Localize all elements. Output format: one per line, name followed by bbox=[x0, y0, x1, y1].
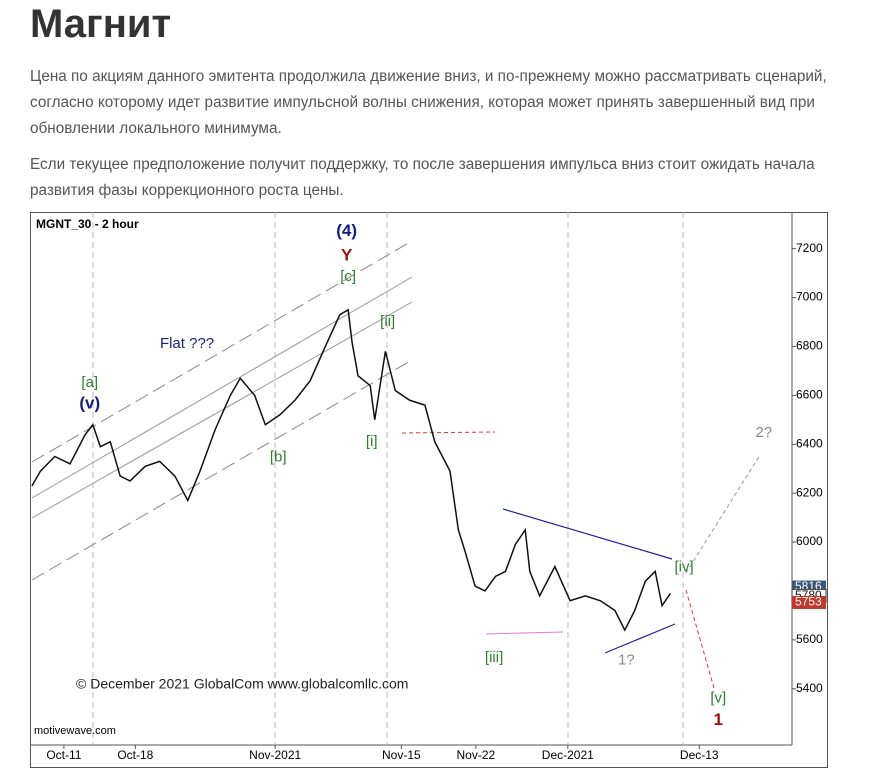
channel-line bbox=[31, 240, 413, 463]
wave-label: Y bbox=[341, 245, 353, 264]
y-tick-label: 6600 bbox=[796, 388, 823, 402]
x-tick-label: Dec-13 bbox=[680, 748, 719, 762]
level-line bbox=[401, 431, 496, 434]
x-tick-label: Nov-15 bbox=[382, 748, 421, 762]
wave-label: [iii] bbox=[485, 649, 503, 666]
price-tag bbox=[792, 595, 826, 609]
wave-label: 2? bbox=[756, 424, 773, 441]
channel-line bbox=[31, 301, 413, 519]
wave-label: [i] bbox=[366, 433, 378, 450]
y-tick-label: 7200 bbox=[796, 241, 823, 255]
channel-line bbox=[31, 359, 413, 581]
wave-label: (v) bbox=[79, 393, 100, 412]
drawings bbox=[31, 240, 761, 689]
wave-label: [iv] bbox=[674, 559, 693, 576]
wave-label: 1 bbox=[714, 710, 723, 729]
x-tick-label: Nov-2021 bbox=[249, 748, 301, 762]
wave-label: [v] bbox=[710, 690, 726, 707]
level-line bbox=[485, 631, 564, 635]
x-tick-label: Oct-11 bbox=[46, 748, 81, 762]
y-tick-label: 5400 bbox=[796, 681, 823, 695]
trend-line bbox=[502, 508, 673, 560]
projection-line bbox=[685, 589, 715, 689]
wave-label: 1? bbox=[618, 652, 635, 669]
chart-title: MGNT_30 - 2 hour bbox=[36, 217, 139, 231]
source: motivewave.com bbox=[34, 725, 116, 737]
price-tag-label: 5753 bbox=[795, 595, 822, 609]
trend-line bbox=[604, 623, 676, 654]
wave-label: [a] bbox=[81, 374, 98, 391]
wave-label: (4) bbox=[336, 221, 357, 240]
y-tick-label: 6000 bbox=[796, 534, 823, 548]
chart-frame bbox=[30, 212, 828, 768]
y-tick-label: 6800 bbox=[796, 339, 823, 353]
y-tick-label: 5600 bbox=[796, 632, 823, 646]
copyright: © December 2021 GlobalCom www.globalcoml… bbox=[76, 676, 408, 692]
x-tick-label: Nov-22 bbox=[456, 748, 495, 762]
y-tick-label: 6400 bbox=[796, 436, 823, 450]
wave-label: [b] bbox=[270, 449, 287, 466]
projection-line bbox=[685, 454, 761, 574]
paragraph: Цена по акциям данного эмитента продолжи… bbox=[30, 68, 827, 137]
price-line bbox=[31, 308, 672, 632]
paragraph: Если текущее предположение получит подде… bbox=[30, 156, 815, 199]
y-tick-label: 7000 bbox=[796, 290, 823, 304]
wave-label: Flat ??? bbox=[160, 335, 214, 352]
title: Магнит bbox=[30, 2, 172, 46]
wave-label: [ii] bbox=[380, 313, 395, 330]
time-grid bbox=[92, 212, 684, 745]
x-tick-label: Dec-2021 bbox=[542, 748, 594, 762]
x-tick-label: Oct-18 bbox=[117, 748, 153, 762]
y-tick-label: 6200 bbox=[796, 485, 823, 499]
wave-label: [c] bbox=[340, 268, 356, 285]
